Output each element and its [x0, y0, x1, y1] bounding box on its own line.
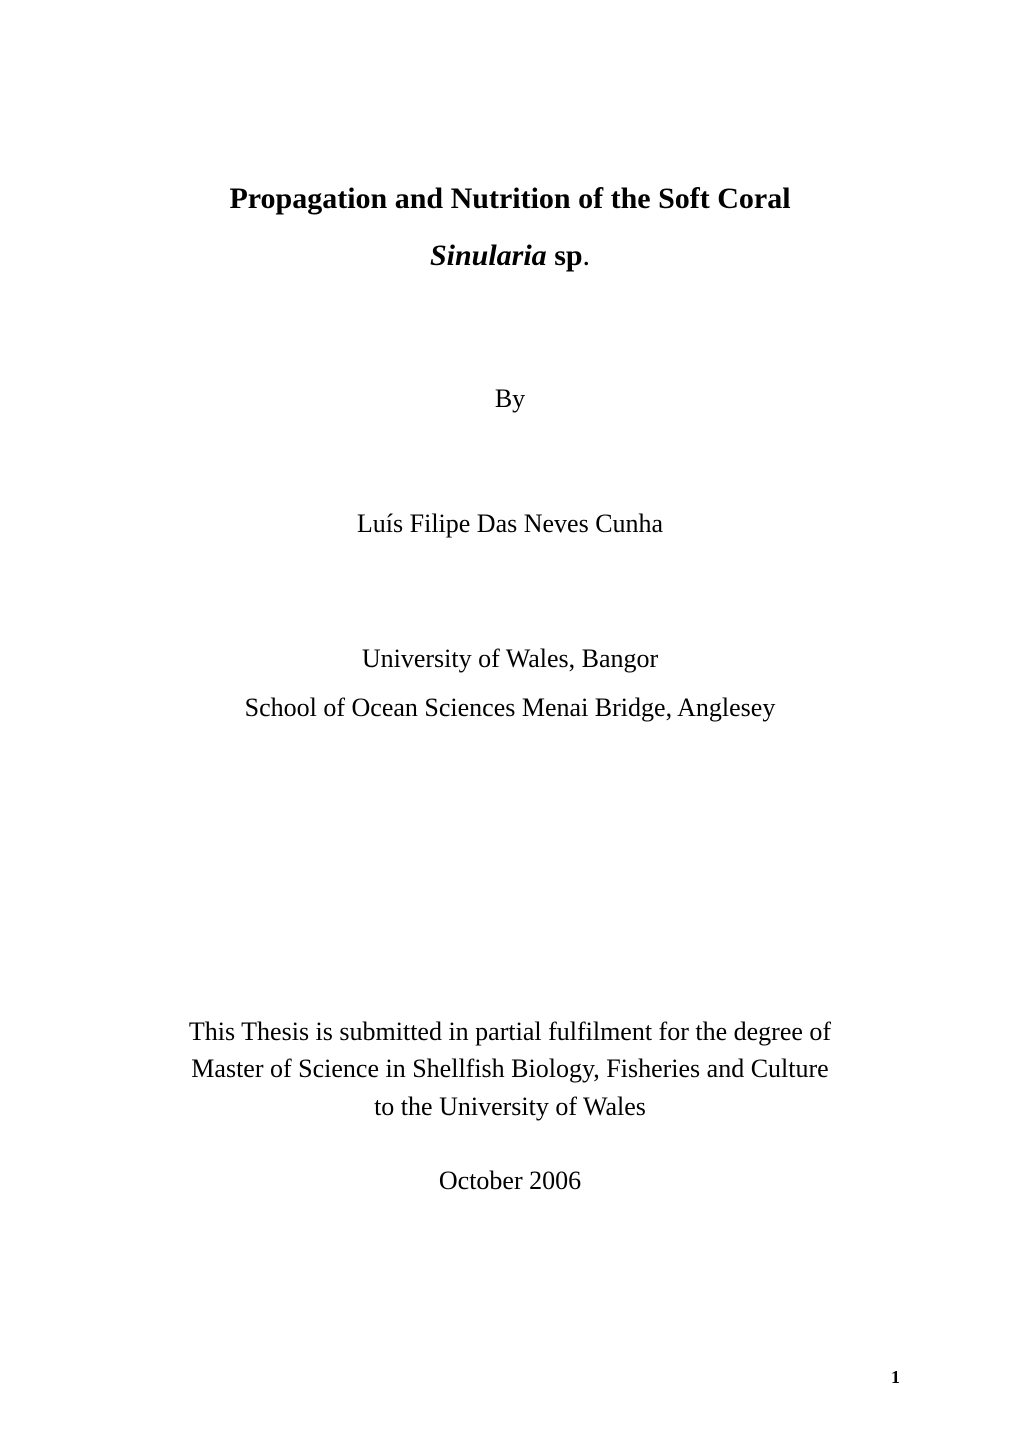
submission-line-1: This Thesis is submitted in partial fulf…: [120, 1013, 900, 1051]
by-label: By: [120, 384, 900, 414]
affiliation-line-1: University of Wales, Bangor: [120, 634, 900, 683]
affiliation-block: University of Wales, Bangor School of Oc…: [120, 634, 900, 733]
title-sp: sp: [547, 239, 583, 272]
affiliation-line-2: School of Ocean Sciences Menai Bridge, A…: [120, 683, 900, 732]
submission-line-3: to the University of Wales: [120, 1088, 900, 1126]
submission-line-2: Master of Science in Shellfish Biology, …: [120, 1050, 900, 1088]
title-period: .: [583, 239, 591, 272]
submission-statement: This Thesis is submitted in partial fulf…: [120, 1013, 900, 1126]
page-number: 1: [891, 1367, 900, 1388]
title-line-1: Propagation and Nutrition of the Soft Co…: [120, 170, 900, 227]
title-line-2: Sinularia sp.: [120, 227, 900, 284]
title-species: Sinularia: [430, 239, 547, 272]
title-block: Propagation and Nutrition of the Soft Co…: [120, 170, 900, 284]
thesis-date: October 2006: [120, 1166, 900, 1196]
author-name: Luís Filipe Das Neves Cunha: [120, 509, 900, 539]
thesis-title-page: Propagation and Nutrition of the Soft Co…: [0, 0, 1020, 1443]
